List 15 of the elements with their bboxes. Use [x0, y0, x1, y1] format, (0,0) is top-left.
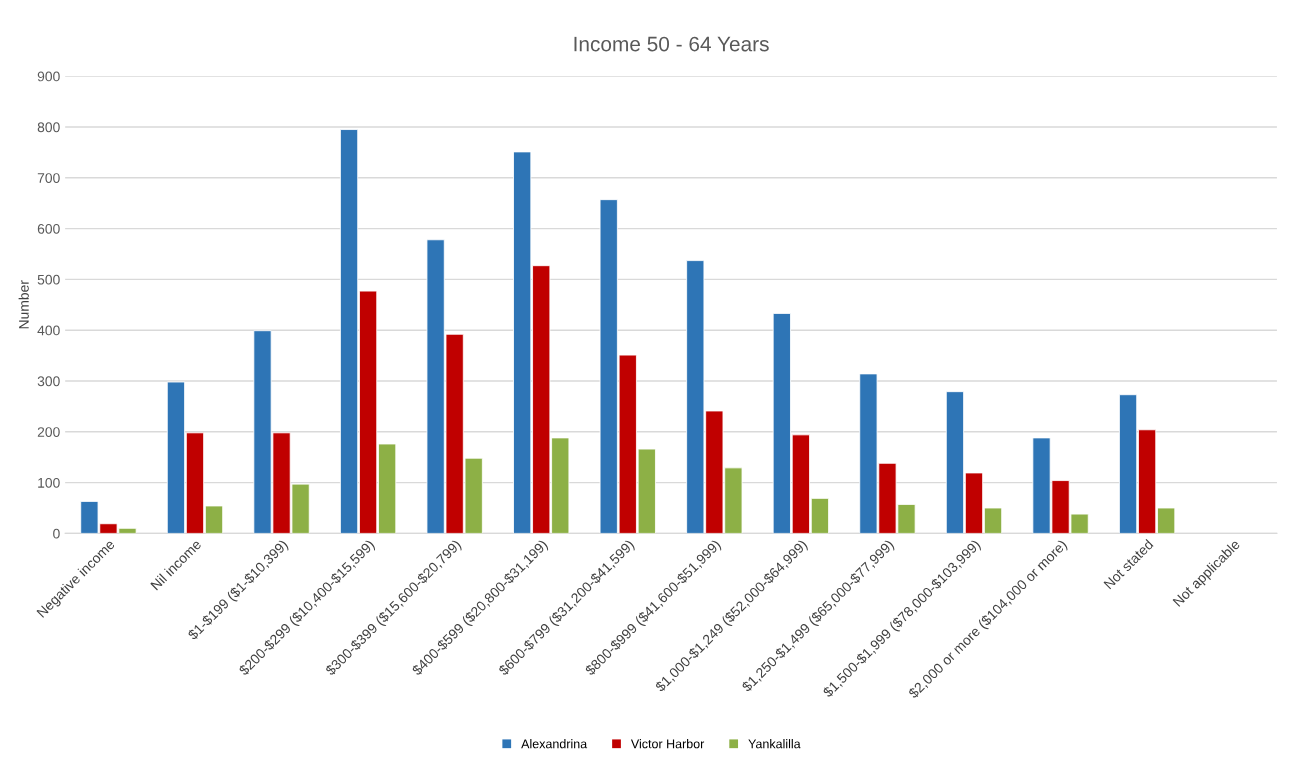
y-tick-label: 100 [38, 477, 60, 488]
y-tick-label: 300 [37, 376, 60, 387]
y-tick-label: 800 [37, 122, 60, 133]
y-tick-label: 200 [37, 427, 60, 437]
y-tick-label: 400 [37, 325, 60, 336]
y-tick-label: 600 [37, 223, 60, 234]
y-tick-label: 0 [53, 528, 60, 539]
legend-label: Yankalilla [748, 739, 801, 749]
y-tick-label: 500 [37, 274, 60, 285]
legend-label: Victor Harbor [630, 739, 705, 749]
y-axis-title: Number [18, 280, 29, 329]
y-tick-label: 900 [37, 71, 60, 82]
legend-label: Alexandrina [521, 739, 588, 749]
chart-title: Income 50 - 64 Years [574, 36, 769, 52]
y-tick-label: 700 [37, 173, 60, 183]
